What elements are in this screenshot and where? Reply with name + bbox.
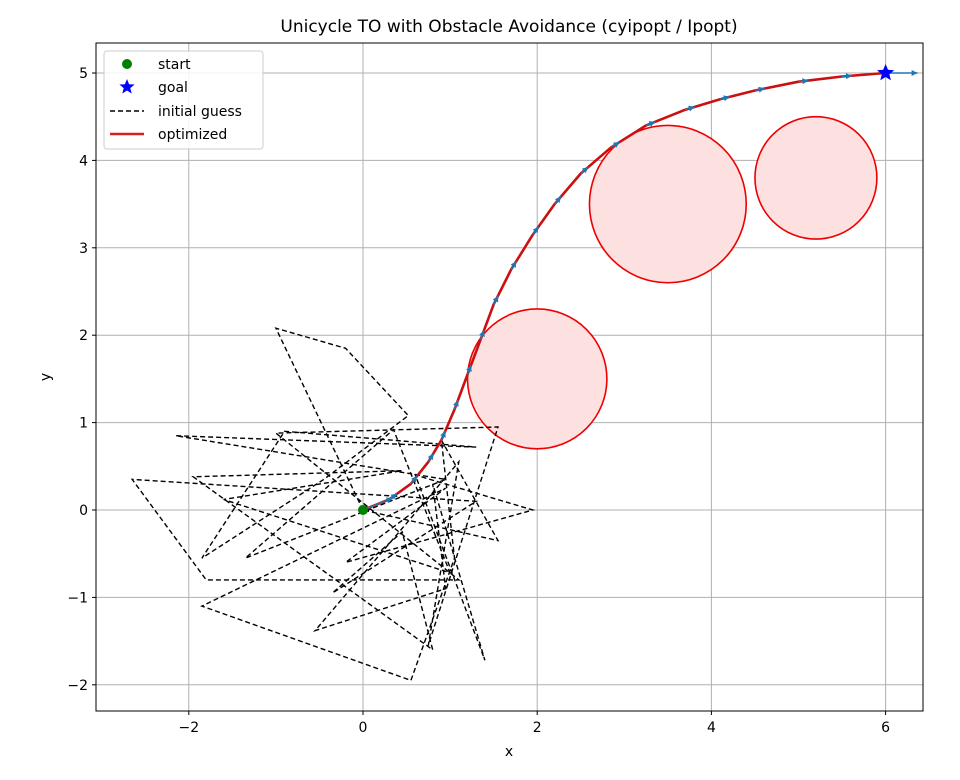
legend-label: start xyxy=(158,57,191,73)
y-tick-label: −2 xyxy=(67,678,88,694)
x-tick-label: −2 xyxy=(178,720,199,736)
legend: start goal initial guess optimized xyxy=(103,50,264,150)
legend-label: goal xyxy=(158,80,188,96)
obstacles xyxy=(466,115,878,450)
start-goal-markers xyxy=(358,64,895,515)
start-marker xyxy=(358,505,368,515)
grid-lines xyxy=(96,43,923,711)
axis-ticks: −2 0 2 4 6 −2 −1 0 1 2 3 4 5 xyxy=(67,66,890,736)
obstacle-circle xyxy=(754,115,878,240)
y-tick-label: 2 xyxy=(79,328,88,344)
obstacle-circle xyxy=(466,308,608,450)
y-axis-label: y xyxy=(38,373,54,381)
obstacle-circle xyxy=(588,124,748,284)
initial-guess-line xyxy=(130,327,536,682)
goal-marker xyxy=(877,64,895,81)
legend-label: initial guess xyxy=(158,104,242,120)
legend-start-icon xyxy=(122,59,132,69)
y-tick-label: 4 xyxy=(79,153,88,169)
y-tick-label: 1 xyxy=(79,416,88,432)
y-tick-label: 0 xyxy=(79,503,88,519)
plot-frame xyxy=(95,42,924,712)
y-tick-label: 5 xyxy=(79,66,88,82)
legend-label: optimized xyxy=(158,127,227,143)
y-tick-label: −1 xyxy=(67,590,88,606)
x-tick-label: 4 xyxy=(707,720,716,736)
x-tick-label: 2 xyxy=(533,720,542,736)
x-tick-label: 0 xyxy=(359,720,368,736)
legend-box xyxy=(103,50,264,150)
x-tick-label: 6 xyxy=(881,720,890,736)
y-tick-label: 3 xyxy=(79,241,88,257)
x-axis-label: x xyxy=(505,744,513,760)
chart-title: Unicycle TO with Obstacle Avoidance (cyi… xyxy=(280,17,737,37)
optimized-line xyxy=(362,70,918,512)
legend-goal-icon xyxy=(119,79,135,94)
